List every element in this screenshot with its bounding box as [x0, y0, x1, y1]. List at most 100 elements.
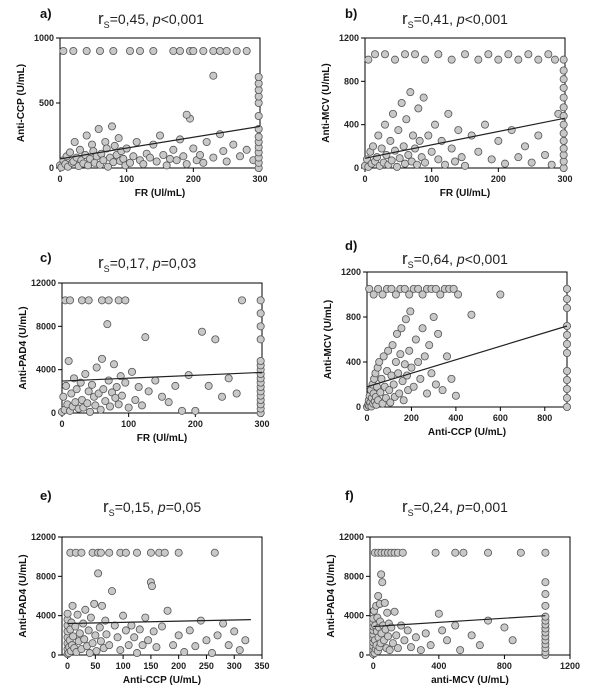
data-point [169, 641, 178, 650]
x-tick-label: 600 [493, 413, 508, 423]
data-point [78, 296, 87, 305]
correlation-stat: rS=0,17, p=0,03 [98, 253, 196, 274]
x-tick-label: 350 [254, 661, 269, 671]
data-point [254, 73, 263, 82]
stat-subscript: S [408, 20, 414, 30]
data-point [390, 55, 399, 64]
data-point [88, 380, 97, 389]
data-point [88, 639, 97, 648]
data-point [144, 387, 153, 396]
p-value: <0,001 [465, 251, 508, 267]
data-point [456, 646, 465, 655]
data-point [229, 140, 238, 149]
data-point [460, 161, 469, 170]
data-point [467, 631, 476, 640]
scatter-panel-4: d) rS=0,64, p<0,001 0 200 400 600 800 0 400 800 12… [323, 238, 572, 438]
data-point [500, 159, 509, 168]
p-symbol: p [456, 251, 465, 267]
x-tick-label: 0 [59, 419, 64, 429]
data-point [559, 144, 568, 153]
data-point [400, 360, 409, 369]
data-point [80, 635, 89, 644]
data-point [480, 120, 489, 129]
data-point [69, 47, 78, 56]
data-point [59, 47, 68, 56]
data-point [172, 156, 181, 165]
data-point [235, 646, 244, 655]
x-tick-label: 200 [171, 661, 186, 671]
data-point [182, 110, 191, 119]
data-point [559, 66, 568, 75]
x-tick-label: 0 [364, 413, 369, 423]
data-point [219, 147, 228, 156]
stat-subscript: S [104, 264, 110, 274]
data-point [103, 320, 112, 329]
stat-subscript: S [408, 260, 414, 270]
data-point [126, 47, 135, 56]
data-point [82, 47, 91, 56]
data-point [399, 142, 408, 151]
data-point [383, 608, 392, 617]
data-point [559, 83, 568, 92]
data-point [392, 162, 401, 171]
data-point [524, 50, 533, 59]
data-point [451, 548, 460, 557]
data-point [130, 633, 139, 642]
data-point [199, 47, 208, 56]
x-axis-label: FR (Ul/mL) [440, 188, 491, 199]
data-point [121, 296, 130, 305]
data-point [256, 322, 265, 331]
data-point [98, 354, 107, 363]
y-tick-label: 4000 [36, 365, 56, 375]
data-point [426, 641, 435, 650]
data-point [144, 636, 153, 645]
data-point [400, 284, 409, 293]
p-value: =0,05 [166, 499, 202, 515]
data-point [131, 395, 140, 404]
data-point [394, 126, 403, 135]
data-point [59, 392, 68, 401]
data-point [189, 47, 198, 56]
plot-frame [366, 271, 568, 408]
data-point [420, 158, 429, 167]
data-point [400, 159, 409, 168]
data-point [419, 93, 428, 102]
data-point [372, 153, 381, 162]
data-point [230, 627, 239, 636]
data-point [114, 134, 123, 143]
x-tick-label: 200 [404, 413, 419, 423]
data-point [121, 548, 130, 557]
data-point [378, 578, 387, 587]
stat-value: =0,17, [110, 255, 153, 271]
p-symbol: p [456, 499, 465, 515]
data-point [121, 626, 130, 635]
stat-symbol: r [103, 497, 109, 516]
data-point [484, 50, 493, 59]
data-point [242, 47, 251, 56]
data-point [430, 120, 439, 129]
data-point [457, 153, 466, 162]
correlation-stat: rS=0,41, p<0,001 [402, 9, 508, 30]
data-point [109, 158, 118, 167]
data-point [70, 137, 79, 146]
data-point [434, 155, 443, 164]
plot-frame [59, 37, 261, 169]
data-point [110, 141, 119, 150]
data-point [541, 150, 550, 159]
x-axis-label: Anti-CCP (U/mL) [123, 675, 201, 686]
y-axis-label: Anti-MCV (U/mL) [321, 63, 332, 142]
data-point [368, 142, 377, 151]
data-point [96, 548, 105, 557]
data-point [84, 161, 93, 170]
data-point [127, 367, 136, 376]
x-tick-label: 800 [497, 661, 512, 671]
data-point [438, 626, 447, 635]
data-point [254, 132, 263, 141]
data-point [412, 160, 421, 169]
data-point [160, 548, 169, 557]
data-point [414, 357, 423, 366]
data-point [256, 296, 265, 305]
x-tick-label: 100 [121, 419, 136, 429]
data-point [559, 55, 568, 64]
data-point [92, 363, 101, 372]
